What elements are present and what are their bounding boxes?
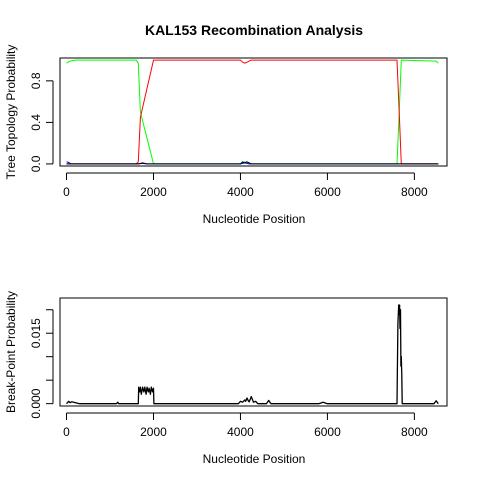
bottom-series-line-0: [66, 304, 439, 405]
top-plot-frame: [59, 57, 448, 167]
chart-title: KAL153 Recombination Analysis: [145, 22, 363, 38]
bottom-y-axis: 0.000 0.015: [29, 309, 54, 419]
top-x-axis-label: Nucleotide Position: [203, 212, 306, 226]
top-x-tick-label: 8000: [401, 185, 428, 199]
top-series-line-1: [66, 59, 439, 165]
bottom-panel: 0 2000 4000 6000 8000 0.000 0.015 Nucleotide …: [4, 291, 448, 466]
top-y-tick-label: 0.4: [29, 114, 43, 131]
top-x-tick-label: 0: [63, 185, 70, 199]
top-y-tick-label: 0.8: [29, 72, 43, 89]
top-x-tick-label: 4000: [227, 185, 254, 199]
bottom-series-group: [66, 304, 439, 405]
bottom-x-tick-label: 4000: [227, 425, 254, 439]
bottom-x-axis-label: Nucleotide Position: [203, 452, 306, 466]
bottom-x-tick-label: 8000: [401, 425, 428, 439]
top-series-group: [66, 59, 439, 165]
bottom-x-tick-label: 2000: [140, 425, 167, 439]
bottom-x-tick-label: 6000: [314, 425, 341, 439]
top-x-tick-label: 6000: [314, 185, 341, 199]
top-series-line-3: [66, 161, 439, 165]
top-panel: 0 2000 4000 6000 8000 0.0 0.4 0.8 Nucleotide P…: [4, 45, 448, 226]
bottom-y-tick-label: 0.000: [29, 388, 43, 418]
bottom-y-axis-label: Break-Point Probability: [4, 291, 18, 413]
top-x-tick-label: 2000: [140, 185, 167, 199]
bottom-plot-frame: [59, 297, 448, 407]
top-y-axis-label: Tree Topology Probability: [4, 45, 18, 180]
top-y-tick-label: 0.0: [29, 155, 43, 172]
bottom-x-tick-label: 0: [63, 425, 70, 439]
top-y-axis: 0.0 0.4 0.8: [29, 72, 54, 172]
bottom-y-tick-label: 0.015: [29, 318, 43, 348]
bottom-x-axis: 0 2000 4000 6000 8000: [63, 412, 428, 439]
top-x-axis: 0 2000 4000 6000 8000: [63, 172, 428, 199]
